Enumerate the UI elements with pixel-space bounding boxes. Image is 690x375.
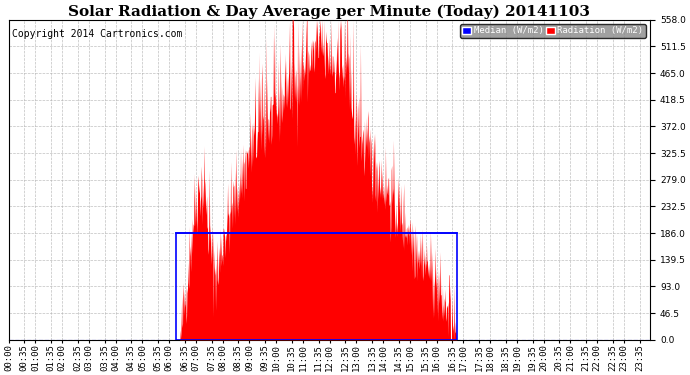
Text: Copyright 2014 Cartronics.com: Copyright 2014 Cartronics.com [12,29,182,39]
Title: Solar Radiation & Day Average per Minute (Today) 20141103: Solar Radiation & Day Average per Minute… [68,4,591,18]
Bar [176,233,457,340]
Legend: Median (W/m2), Radiation (W/m2): Median (W/m2), Radiation (W/m2) [460,24,646,38]
